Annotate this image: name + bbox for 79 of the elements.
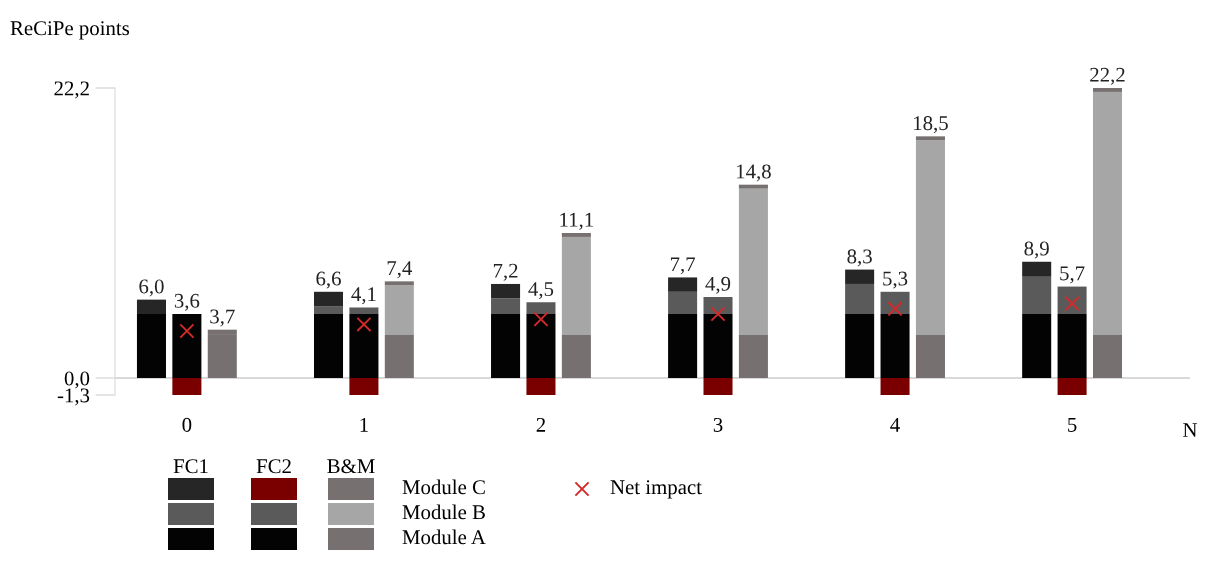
total-label: 11,1 (560, 212, 593, 230)
total-label: 5,7 (1060, 266, 1085, 284)
bar (314, 314, 344, 379)
total-label: 4,1 (351, 287, 376, 305)
legend-label: Module A (402, 529, 486, 545)
bar (491, 298, 521, 314)
x-axis-title: N (1183, 423, 1198, 437)
bar (668, 314, 698, 379)
bar (349, 307, 379, 314)
bar (703, 314, 733, 379)
bar (1022, 314, 1052, 379)
bar (915, 136, 945, 141)
x-tick-label: 5 (1068, 418, 1077, 432)
text: FC2 (256, 459, 291, 474)
bar (491, 314, 521, 379)
bar (845, 269, 875, 284)
x-tick-label: 3 (713, 417, 723, 432)
bar (845, 283, 875, 314)
total-label: 4,5 (528, 282, 554, 300)
legend-label: Module B (402, 504, 485, 520)
bar (526, 378, 556, 395)
bar (172, 378, 202, 395)
total-label: 14,8 (737, 164, 771, 182)
y-axis-title: ReCiPe points (10, 21, 130, 40)
bar (668, 291, 698, 314)
x-tick-label: 0 (182, 417, 192, 432)
bar (384, 285, 414, 335)
bar (349, 314, 379, 379)
legend-label: Module C (402, 479, 485, 495)
bar (915, 140, 945, 335)
text: B&M (327, 459, 375, 474)
bar (172, 314, 202, 379)
text: FC1 (173, 459, 208, 474)
x-tick-label: 1 (360, 417, 368, 432)
total-label: 6,0 (139, 279, 164, 297)
total-label: 3,6 (174, 293, 200, 311)
x-tick-label: 4 (890, 417, 900, 432)
y-tick-label: -1,3 (57, 388, 90, 406)
bar (1092, 91, 1123, 335)
bar (1057, 378, 1087, 395)
bar (526, 314, 556, 379)
bar (136, 314, 166, 379)
y-tick-label: 22,2 (54, 81, 89, 99)
bar (1092, 88, 1123, 92)
bar (314, 291, 344, 307)
bar (561, 236, 591, 335)
bar (845, 314, 875, 379)
total-label: 6,6 (316, 271, 341, 289)
bar (349, 378, 379, 395)
total-label: 7,7 (670, 257, 696, 275)
bar (1057, 314, 1087, 379)
legend-label: Net impact (610, 480, 702, 499)
y-tick-label: 0,0 (64, 371, 90, 389)
total-label: 3,7 (210, 309, 235, 327)
bar (1022, 276, 1052, 314)
total-label: 18,5 (914, 116, 948, 134)
bar (703, 378, 733, 395)
total-label: 7,2 (493, 263, 518, 281)
bar (880, 378, 910, 395)
total-label: 5,3 (883, 271, 908, 289)
x-tick-label: 2 (536, 417, 546, 432)
bar (880, 314, 910, 379)
bar (136, 299, 166, 314)
bar (314, 306, 344, 314)
bar (1022, 261, 1052, 277)
bar (738, 188, 768, 335)
bar (703, 297, 733, 314)
total-label: 7,4 (387, 261, 413, 279)
bar (738, 184, 768, 189)
bar (1057, 286, 1087, 314)
total-label: 8,9 (1024, 241, 1049, 259)
total-label: 4,9 (705, 276, 731, 294)
total-label: 8,3 (847, 249, 872, 267)
bar (384, 281, 414, 286)
bar (526, 302, 556, 314)
total-label: 22,2 (1090, 67, 1125, 85)
bar (491, 283, 521, 299)
bar (668, 277, 698, 292)
bar (561, 233, 591, 237)
